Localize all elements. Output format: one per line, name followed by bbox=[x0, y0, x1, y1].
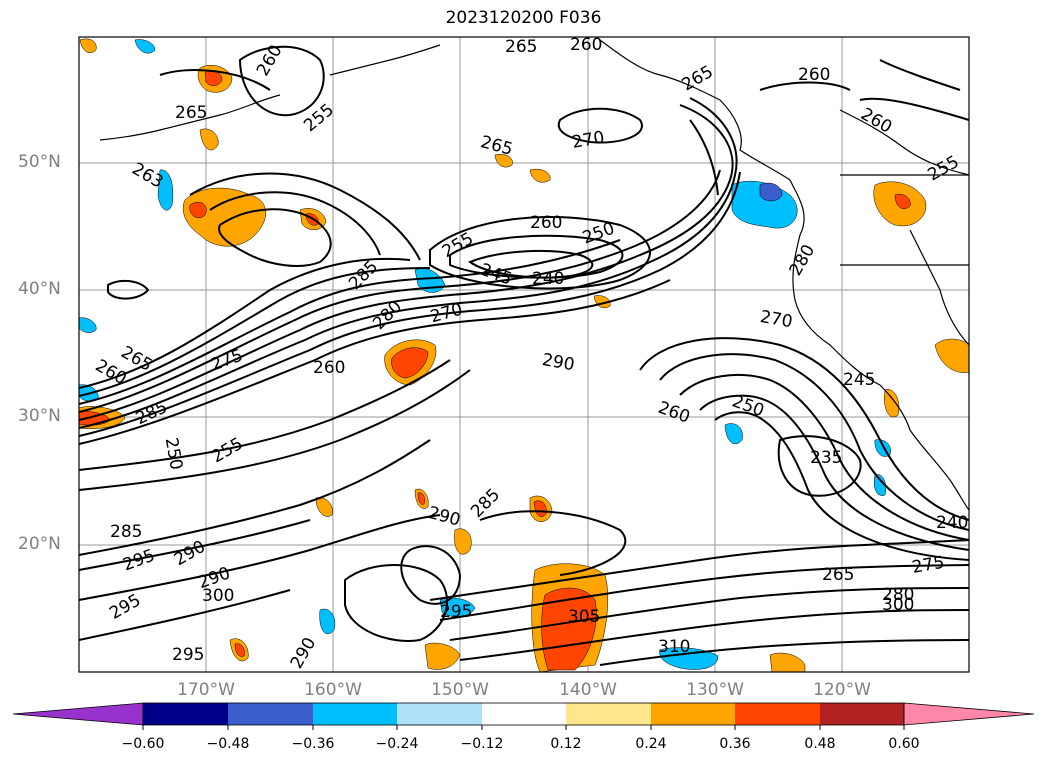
lon-label-130w: 130°W bbox=[686, 680, 744, 700]
colorbar-tick-label: 0.48 bbox=[804, 736, 836, 752]
contour-label: 260 bbox=[798, 65, 830, 85]
contour-label: 260 bbox=[313, 358, 345, 378]
map-border bbox=[78, 36, 970, 673]
contour-label: 235 bbox=[810, 448, 842, 468]
colorbar-tick-label: −0.60 bbox=[121, 736, 165, 752]
contour-label: 240 bbox=[532, 269, 564, 289]
lon-label-120w: 120°W bbox=[813, 680, 871, 700]
map-title: 2023120200 F036 bbox=[445, 8, 602, 28]
colorbar-tick-label: −0.36 bbox=[291, 736, 335, 752]
contour-label: 265 bbox=[175, 103, 207, 123]
lat-label-30n: 30°N bbox=[18, 406, 61, 426]
lon-label-140w: 140°W bbox=[559, 680, 617, 700]
colorbar-tick-label: 0.36 bbox=[719, 736, 751, 752]
colorbar-tick-label: 0.12 bbox=[550, 736, 582, 752]
shaded-field bbox=[78, 38, 970, 673]
lat-label-40n: 40°N bbox=[18, 279, 61, 299]
contour-label: 265 bbox=[822, 565, 854, 585]
contour-label: 305 bbox=[568, 607, 600, 627]
contour-label-layer: 265 260 260 255 265 270 265 260 265 260 … bbox=[92, 35, 969, 672]
coastlines bbox=[99, 39, 970, 511]
contour-label: 265 bbox=[505, 37, 537, 57]
contour-label: 310 bbox=[658, 637, 690, 657]
lon-label-160w: 160°W bbox=[304, 680, 362, 700]
contour-label: 300 bbox=[202, 586, 234, 606]
lat-label-20n: 20°N bbox=[18, 534, 61, 554]
graticule bbox=[79, 37, 969, 672]
colorbar-tick-label: −0.48 bbox=[206, 736, 250, 752]
contour-label: 240 bbox=[936, 513, 968, 533]
contour-lines bbox=[78, 45, 970, 666]
colorbar-tick-label: 0.60 bbox=[888, 736, 920, 752]
contour-label: 295 bbox=[172, 645, 204, 665]
contour-label: 260 bbox=[530, 213, 562, 233]
contour-label: 295 bbox=[440, 602, 472, 622]
colorbar-tick-label: 0.24 bbox=[635, 736, 667, 752]
colorbar bbox=[12, 702, 1035, 730]
colorbar-low-extension bbox=[12, 702, 144, 726]
contour-label: 245 bbox=[843, 370, 875, 390]
contour-label: 285 bbox=[110, 522, 142, 542]
colorbar-high-extension bbox=[903, 702, 1035, 726]
lon-label-170w: 170°W bbox=[177, 680, 235, 700]
colorbar-tick-label: −0.24 bbox=[375, 736, 419, 752]
contour-label: 260 bbox=[570, 35, 602, 55]
map-panel: 265 260 260 255 265 270 265 260 265 260 … bbox=[78, 35, 970, 673]
colorbar-tick-label: −0.12 bbox=[460, 736, 504, 752]
lon-label-150w: 150°W bbox=[431, 680, 489, 700]
lat-label-50n: 50°N bbox=[18, 152, 61, 172]
contour-label: 300 bbox=[882, 595, 914, 615]
contour-label: 280 bbox=[882, 585, 914, 605]
